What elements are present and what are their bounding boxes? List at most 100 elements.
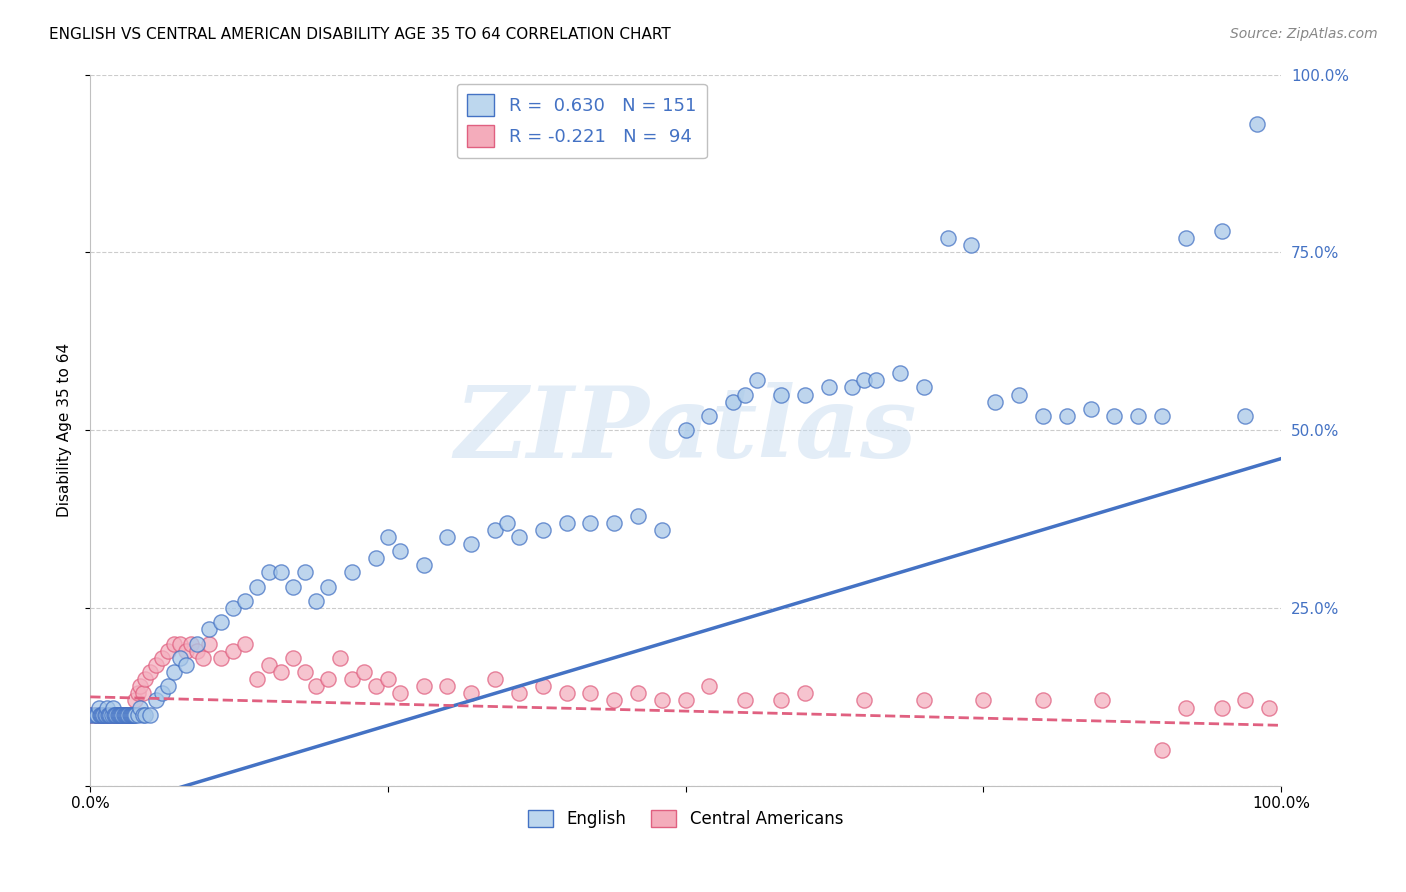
Point — [912, 380, 935, 394]
Point — [723, 394, 745, 409]
Point — [120, 707, 142, 722]
Point — [89, 707, 111, 722]
Point — [110, 707, 132, 722]
Point — [131, 686, 153, 700]
Point — [96, 700, 118, 714]
Point — [1080, 401, 1102, 416]
Text: ZIPatlas: ZIPatlas — [454, 382, 917, 478]
Point — [162, 665, 184, 679]
Point — [1211, 700, 1233, 714]
Point — [699, 679, 721, 693]
Point — [342, 672, 364, 686]
Point — [127, 707, 149, 722]
Point — [1008, 387, 1031, 401]
Point — [651, 693, 673, 707]
Point — [101, 700, 124, 714]
Point — [972, 693, 994, 707]
Point — [103, 707, 125, 722]
Point — [281, 650, 304, 665]
Point — [122, 707, 145, 722]
Point — [186, 643, 208, 657]
Point — [156, 679, 179, 693]
Point — [853, 373, 876, 387]
Point — [108, 707, 131, 722]
Point — [329, 650, 352, 665]
Point — [865, 373, 887, 387]
Point — [120, 707, 142, 722]
Point — [294, 665, 316, 679]
Point — [364, 551, 387, 566]
Point — [112, 707, 135, 722]
Point — [124, 693, 146, 707]
Point — [603, 516, 626, 530]
Point — [117, 707, 139, 722]
Point — [603, 693, 626, 707]
Point — [484, 523, 506, 537]
Text: Source: ZipAtlas.com: Source: ZipAtlas.com — [1230, 27, 1378, 41]
Point — [98, 707, 121, 722]
Point — [115, 707, 138, 722]
Point — [84, 707, 107, 722]
Point — [124, 707, 146, 722]
Point — [936, 231, 959, 245]
Point — [169, 636, 191, 650]
Point — [270, 665, 292, 679]
Point — [83, 707, 105, 722]
Point — [96, 707, 118, 722]
Point — [233, 594, 256, 608]
Point — [222, 643, 245, 657]
Point — [98, 707, 121, 722]
Point — [793, 686, 815, 700]
Point — [460, 537, 482, 551]
Point — [841, 380, 863, 394]
Point — [174, 657, 197, 672]
Point — [97, 707, 120, 722]
Point — [180, 636, 202, 650]
Point — [1104, 409, 1126, 423]
Point — [100, 707, 122, 722]
Point — [94, 707, 117, 722]
Point — [115, 707, 138, 722]
Point — [555, 516, 578, 530]
Point — [555, 686, 578, 700]
Point — [769, 387, 792, 401]
Point — [484, 672, 506, 686]
Point — [104, 707, 127, 722]
Point — [86, 707, 108, 722]
Point — [294, 566, 316, 580]
Point — [769, 693, 792, 707]
Point — [114, 707, 136, 722]
Point — [209, 615, 232, 630]
Point — [100, 707, 122, 722]
Point — [734, 693, 756, 707]
Point — [1246, 117, 1268, 131]
Point — [121, 707, 143, 722]
Point — [134, 672, 156, 686]
Point — [1032, 693, 1054, 707]
Point — [318, 672, 340, 686]
Point — [745, 373, 768, 387]
Point — [1150, 409, 1173, 423]
Point — [412, 679, 434, 693]
Point — [793, 387, 815, 401]
Point — [853, 693, 876, 707]
Point — [889, 366, 911, 380]
Point — [134, 707, 156, 722]
Point — [270, 566, 292, 580]
Y-axis label: Disability Age 35 to 64: Disability Age 35 to 64 — [58, 343, 72, 517]
Point — [169, 650, 191, 665]
Point — [353, 665, 375, 679]
Point — [186, 636, 208, 650]
Point — [209, 650, 232, 665]
Point — [1174, 700, 1197, 714]
Point — [281, 580, 304, 594]
Point — [912, 693, 935, 707]
Point — [105, 707, 128, 722]
Point — [193, 650, 215, 665]
Point — [115, 707, 138, 722]
Point — [127, 686, 149, 700]
Point — [233, 636, 256, 650]
Point — [412, 558, 434, 573]
Point — [1174, 231, 1197, 245]
Point — [388, 686, 411, 700]
